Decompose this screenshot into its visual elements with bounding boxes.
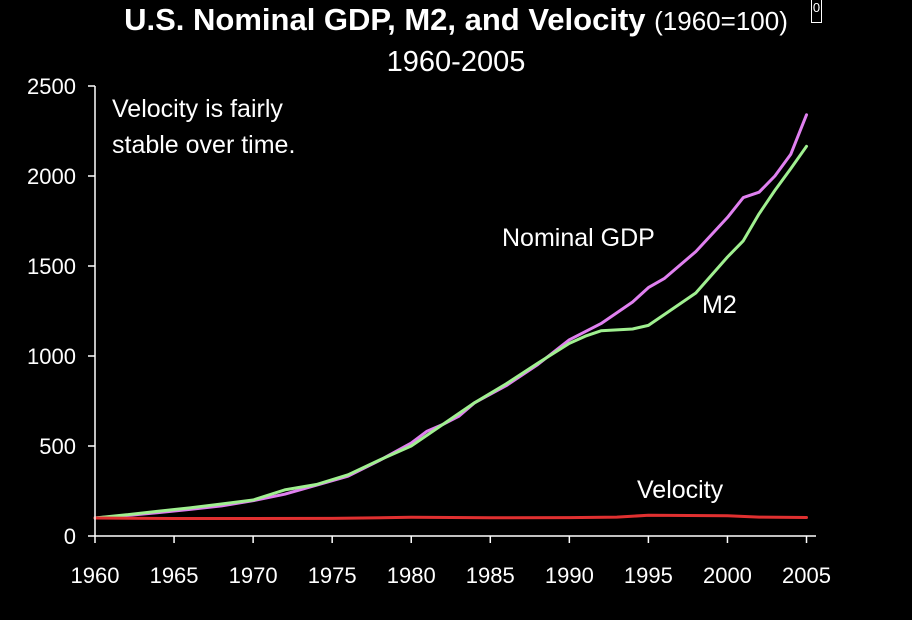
series-line-nominal-gdp: [93, 113, 808, 520]
y-tick-label: 500: [39, 434, 76, 459]
series-label-velocity: Velocity: [637, 476, 724, 504]
corner-badge: 0: [811, 0, 822, 23]
x-tick-label: 1975: [308, 563, 357, 588]
annotation-line-1: Velocity is fairly: [112, 95, 283, 123]
series-label-m2: M2: [702, 291, 737, 319]
x-tick-label: 1980: [387, 563, 436, 588]
annotation-line-2: stable over time.: [112, 131, 295, 159]
chart-title: U.S. Nominal GDP, M2, and Velocity (1960…: [0, 2, 912, 38]
x-tick-label: 2000: [703, 563, 752, 588]
series-layer: [93, 113, 808, 520]
series-line-velocity: [93, 513, 808, 520]
x-tick-label: 1970: [229, 563, 278, 588]
x-tick-label: 1990: [545, 563, 594, 588]
axes-layer: 0 500 1000 1500 2000 2500 1960 1965 1970 1975 1980…: [27, 74, 831, 588]
chart-subtitle: 1960-2005: [386, 46, 526, 78]
y-tick-label: 1500: [27, 254, 76, 279]
x-tick-label: 2005: [782, 563, 831, 588]
y-tick-label: 2000: [27, 164, 76, 189]
x-tick-label: 1995: [624, 563, 673, 588]
x-tick-label: 1965: [150, 563, 199, 588]
series-label-nominal-gdp: Nominal GDP: [502, 224, 655, 252]
series-line-m2: [93, 144, 808, 520]
x-tick-label: 1985: [466, 563, 515, 588]
x-tick-label: 1960: [71, 563, 120, 588]
labels-layer: Nominal GDP M2 Velocity Velocity is fairly s…: [112, 95, 737, 504]
chart-title-main: U.S. Nominal GDP, M2, and Velocity: [124, 2, 646, 37]
y-tick-label: 1000: [27, 344, 76, 369]
y-tick-label: 0: [64, 524, 76, 549]
y-tick-label: 2500: [27, 74, 76, 99]
chart-title-suffix: (1960=100): [654, 6, 788, 36]
